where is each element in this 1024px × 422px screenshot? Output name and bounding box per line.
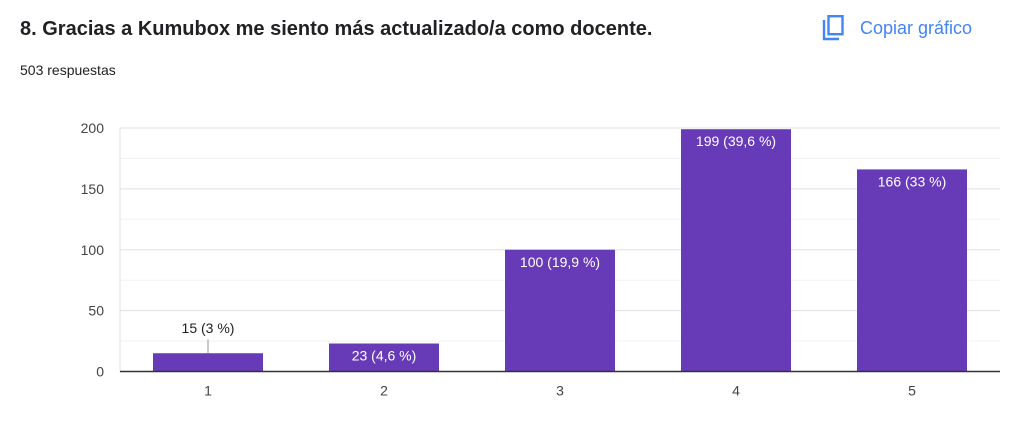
y-tick-label: 150	[81, 181, 105, 197]
data-label: 100 (19,9 %)	[520, 254, 600, 270]
bar	[505, 249, 615, 372]
y-tick-label: 200	[81, 120, 105, 136]
copy-chart-label: Copiar gráfico	[860, 17, 973, 38]
question-title: 8. Gracias a Kumubox me siento más actua…	[20, 18, 653, 40]
y-tick-label: 0	[96, 364, 104, 380]
y-tick-label: 100	[81, 242, 105, 258]
bar	[857, 169, 967, 372]
y-tick-label: 50	[88, 303, 104, 319]
data-label: 15 (3 %)	[182, 320, 235, 336]
x-tick-label: 1	[204, 383, 212, 399]
response-count: 503 respuestas	[20, 62, 116, 78]
copy-icon	[822, 15, 844, 41]
bar	[153, 353, 263, 372]
data-label: 23 (4,6 %)	[352, 347, 417, 363]
x-tick-label: 4	[732, 383, 740, 399]
data-label: 199 (39,6 %)	[696, 133, 776, 149]
data-label: 166 (33 %)	[878, 173, 946, 189]
x-tick-label: 2	[380, 383, 388, 399]
x-tick-label: 5	[908, 383, 916, 399]
x-tick-label: 3	[556, 383, 564, 399]
copy-chart-button[interactable]: Copiar gráfico	[822, 15, 972, 41]
bar	[681, 129, 791, 372]
bar	[329, 343, 439, 372]
